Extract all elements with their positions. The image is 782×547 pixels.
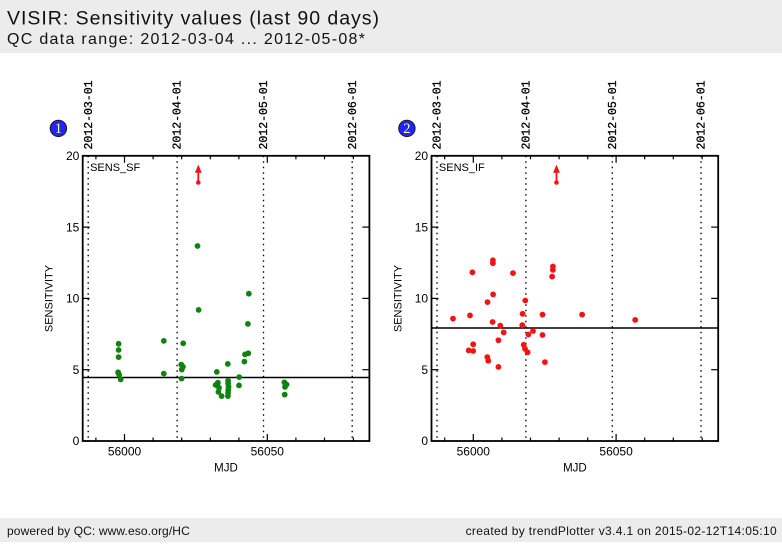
svg-text:VISIR: Sensitivity values (las: VISIR: Sensitivity values (last 90 days) [7,8,380,30]
svg-text:2012-04-01: 2012-04-01 [521,80,534,149]
svg-text:15: 15 [66,220,80,234]
svg-text:SENSITIVITY: SENSITIVITY [44,264,56,332]
svg-text:2012-06-01: 2012-06-01 [347,80,360,149]
svg-text:MJD: MJD [563,463,587,475]
svg-text:2012-05-01: 2012-05-01 [607,80,620,149]
svg-text:1: 1 [55,121,62,137]
svg-text:created by trendPlotter v3.4.1: created by trendPlotter v3.4.1 on 2015-0… [466,524,777,538]
svg-text:10: 10 [66,292,80,306]
svg-text:56000: 56000 [108,445,142,459]
svg-text:QC data range: 2012-03-04 ...: QC data range: 2012-03-04 ... 2012-05-08… [7,31,366,48]
svg-text:0: 0 [421,434,428,448]
svg-text:2012-04-01: 2012-04-01 [172,80,185,149]
svg-text:2012-05-01: 2012-05-01 [258,80,271,149]
svg-text:56000: 56000 [457,445,491,459]
svg-text:MJD: MJD [214,463,238,475]
svg-text:SENS_SF: SENS_SF [90,162,140,174]
svg-text:2012-06-01: 2012-06-01 [696,80,709,149]
svg-text:56050: 56050 [251,445,285,459]
svg-text:SENSITIVITY: SENSITIVITY [393,264,405,332]
svg-text:2012-03-01: 2012-03-01 [83,80,96,149]
svg-text:56050: 56050 [599,445,633,459]
svg-text:20: 20 [415,149,429,163]
svg-text:10: 10 [415,292,429,306]
svg-text:0: 0 [73,434,80,448]
svg-text:2012-03-01: 2012-03-01 [432,80,445,149]
svg-text:15: 15 [415,220,429,234]
svg-text:5: 5 [73,363,80,377]
svg-text:SENS_IF: SENS_IF [439,162,485,174]
svg-text:20: 20 [66,149,80,163]
svg-text:5: 5 [421,363,428,377]
svg-text:powered by QC: www.eso.org/HC: powered by QC: www.eso.org/HC [7,524,190,538]
svg-text:2: 2 [403,121,410,137]
